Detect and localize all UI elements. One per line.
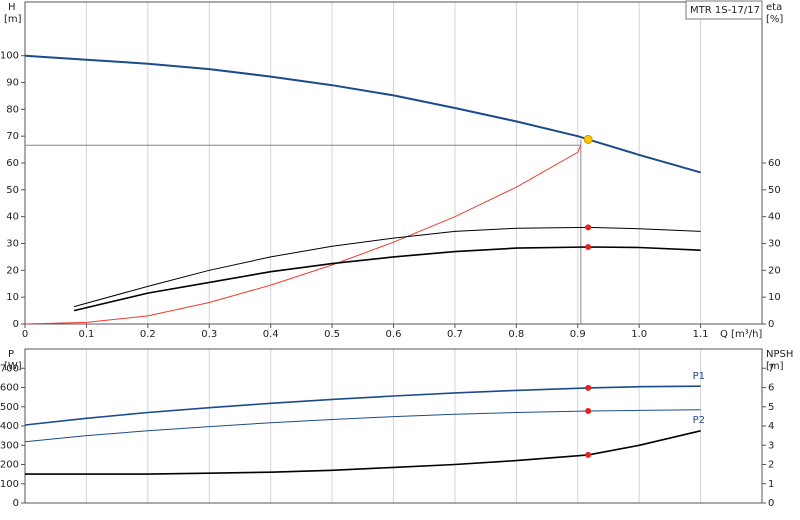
y-tick-label: 90 — [6, 78, 19, 89]
y-tick-label: 40 — [6, 212, 19, 223]
y-tick-label: 0 — [13, 498, 19, 509]
x-tick-label: 0 — [22, 329, 28, 340]
y-tick-label: 70 — [6, 131, 19, 142]
y2-tick-label: 40 — [768, 212, 781, 223]
series-label: P2 — [693, 415, 705, 426]
y2-tick-label: 6 — [768, 383, 774, 394]
series-line — [24, 145, 582, 325]
y-tick-label: 200 — [0, 460, 19, 471]
y-tick-label: 10 — [6, 292, 19, 303]
series-line — [24, 54, 701, 174]
y2-tick-label: 20 — [768, 265, 781, 276]
x-axis-label: Q [m³/h] — [720, 329, 762, 340]
y2-axis-label: NPSH — [766, 349, 793, 360]
operating-point — [585, 384, 592, 391]
x-tick-label: 0.2 — [140, 329, 156, 340]
y-tick-label: 0 — [13, 319, 19, 330]
x-tick-label: 0.7 — [447, 329, 463, 340]
y2-tick-label: 50 — [768, 185, 781, 196]
x-tick-label: 1.1 — [693, 329, 709, 340]
y-tick-label: 60 — [6, 158, 19, 169]
x-tick-label: 0.3 — [201, 329, 217, 340]
y2-tick-label: 5 — [768, 402, 774, 413]
y-axis-unit: [m] — [4, 14, 22, 25]
y-tick-label: 300 — [0, 440, 19, 451]
y2-tick-label: 30 — [768, 239, 781, 250]
x-tick-label: 0.4 — [263, 329, 279, 340]
y-tick-label: 400 — [0, 421, 19, 432]
y-axis-label: P — [8, 349, 14, 360]
y-tick-label: 100 — [0, 479, 19, 490]
x-tick-label: 0.9 — [570, 329, 586, 340]
y-tick-label: 100 — [0, 51, 19, 62]
y2-tick-label: 4 — [768, 421, 774, 432]
title-box — [685, 0, 763, 20]
y2-axis-unit: [m] — [766, 361, 784, 372]
y2-tick-label: 1 — [768, 479, 774, 490]
series-label: P1 — [693, 371, 705, 382]
y2-tick-label: 10 — [768, 292, 781, 303]
y2-tick-label: 0 — [768, 319, 774, 330]
operating-point — [585, 451, 592, 458]
y-axis-unit: [W] — [4, 361, 22, 372]
x-tick-label: 0.1 — [78, 329, 94, 340]
series-line — [25, 430, 701, 475]
operating-point — [583, 134, 593, 144]
y-tick-label: 700 — [0, 363, 19, 374]
operating-point — [585, 243, 592, 250]
chart-title: MTR 1S-17/17 — [690, 5, 760, 16]
y-tick-label: 80 — [6, 104, 19, 115]
operating-point — [585, 407, 592, 414]
y2-axis-unit: [%] — [766, 14, 783, 25]
y-tick-label: 500 — [0, 402, 19, 413]
y2-tick-label: 60 — [768, 158, 781, 169]
series-line — [24, 385, 701, 426]
y-axis-label: H — [8, 2, 16, 13]
x-tick-label: 0.8 — [508, 329, 524, 340]
x-tick-label: 0.6 — [386, 329, 402, 340]
y-tick-label: 50 — [6, 185, 19, 196]
y2-axis-label: eta — [766, 2, 782, 13]
y2-tick-label: 0 — [768, 498, 774, 509]
series-line — [73, 226, 701, 308]
y2-tick-label: 2 — [768, 460, 774, 471]
series-line — [24, 409, 701, 443]
y2-tick-label: 3 — [768, 440, 774, 451]
series-line — [73, 246, 701, 312]
y-tick-label: 20 — [6, 265, 19, 276]
x-tick-label: 1.0 — [631, 329, 647, 340]
y-tick-label: 600 — [0, 383, 19, 394]
y-tick-label: 30 — [6, 239, 19, 250]
x-tick-label: 0.5 — [324, 329, 340, 340]
y2-tick-label: 7 — [768, 363, 774, 374]
operating-point — [585, 224, 592, 231]
